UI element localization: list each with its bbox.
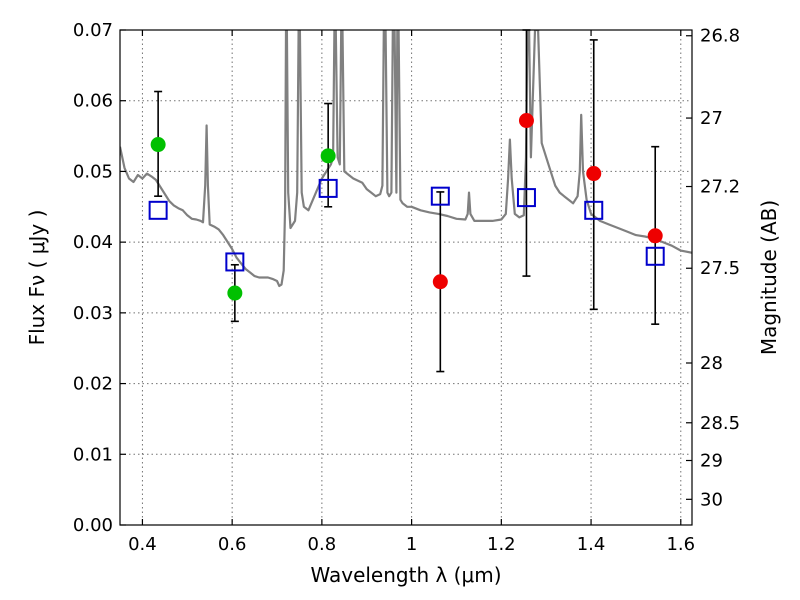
y-tick-label: 0.06 bbox=[73, 91, 113, 112]
model-flux-square bbox=[584, 200, 604, 220]
x-tick-label: 1.6 bbox=[666, 534, 695, 555]
model-flux-square bbox=[148, 200, 168, 220]
axis-ticks bbox=[120, 29, 692, 526]
model-flux-square bbox=[318, 178, 338, 198]
template-spectrum-line bbox=[120, 30, 692, 288]
tick-labels: 0.4 0.6 0.8 1 1.2 1.4 1.6 0.00 0.01 0.02 0.03 0.04 0… bbox=[73, 20, 740, 555]
y2-tick-label: 26.8 bbox=[700, 26, 740, 47]
x-axis-title: Wavelength λ (μm) bbox=[310, 563, 501, 587]
nir-observation-point bbox=[518, 113, 534, 129]
y-axis-title: Flux Fν ( μJy ) bbox=[25, 210, 49, 346]
nir-observation-point bbox=[432, 274, 448, 290]
optical-observation-point bbox=[227, 285, 243, 301]
nir-observation-point bbox=[647, 228, 663, 244]
x-tick-label: 1 bbox=[406, 534, 417, 555]
optical-observation-point bbox=[320, 148, 336, 164]
x-tick-label: 0.4 bbox=[128, 534, 157, 555]
model-flux-square bbox=[516, 188, 536, 208]
y2-tick-label: 30 bbox=[700, 489, 723, 510]
y2-tick-label: 27 bbox=[700, 108, 723, 129]
model-flux-square bbox=[645, 246, 665, 266]
grid-lines bbox=[120, 29, 692, 526]
model-flux-square bbox=[430, 186, 450, 206]
x-tick-label: 1.4 bbox=[577, 534, 606, 555]
plot-frame bbox=[119, 29, 693, 526]
y-tick-label: 0.01 bbox=[73, 444, 113, 465]
model-flux-square bbox=[225, 252, 245, 272]
y-tick-label: 0.02 bbox=[73, 374, 113, 395]
x-tick-label: 0.8 bbox=[308, 534, 337, 555]
y2-tick-label: 27.2 bbox=[700, 177, 740, 198]
nir-observation-point bbox=[586, 166, 602, 182]
y2-tick-label: 29 bbox=[700, 451, 723, 472]
y-tick-label: 0.05 bbox=[73, 161, 113, 182]
y-tick-label: 0.07 bbox=[73, 20, 113, 41]
y2-tick-label: 27.5 bbox=[700, 258, 740, 279]
x-tick-label: 1.2 bbox=[487, 534, 516, 555]
template-spectrum-layer bbox=[120, 30, 692, 288]
y-tick-label: 0.00 bbox=[73, 515, 113, 536]
y2-tick-label: 28 bbox=[700, 353, 723, 374]
x-tick-label: 0.6 bbox=[218, 534, 247, 555]
y-tick-label: 0.03 bbox=[73, 303, 113, 324]
optical-observation-point bbox=[150, 137, 166, 153]
error-bars-layer bbox=[154, 29, 660, 373]
y-tick-label: 0.04 bbox=[73, 232, 113, 253]
right-y-axis-title: Magnitude (AB) bbox=[757, 200, 781, 355]
data-markers-layer bbox=[148, 113, 665, 301]
y2-tick-label: 28.5 bbox=[700, 413, 740, 434]
